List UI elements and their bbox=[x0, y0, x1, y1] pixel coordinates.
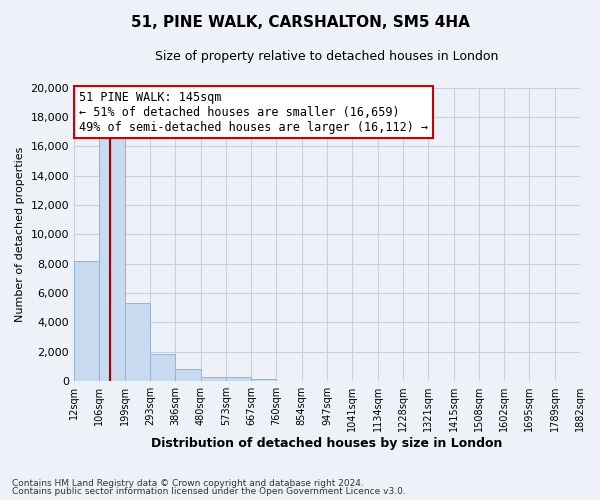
Text: Contains public sector information licensed under the Open Government Licence v3: Contains public sector information licen… bbox=[12, 487, 406, 496]
Text: 51 PINE WALK: 145sqm
← 51% of detached houses are smaller (16,659)
49% of semi-d: 51 PINE WALK: 145sqm ← 51% of detached h… bbox=[79, 90, 428, 134]
X-axis label: Distribution of detached houses by size in London: Distribution of detached houses by size … bbox=[151, 437, 503, 450]
Bar bbox=[251, 378, 277, 381]
Bar bbox=[125, 304, 150, 381]
Bar bbox=[226, 377, 251, 381]
Y-axis label: Number of detached properties: Number of detached properties bbox=[15, 146, 25, 322]
Bar bbox=[100, 138, 125, 381]
Text: Contains HM Land Registry data © Crown copyright and database right 2024.: Contains HM Land Registry data © Crown c… bbox=[12, 478, 364, 488]
Bar bbox=[74, 261, 100, 381]
Bar bbox=[150, 354, 175, 381]
Bar bbox=[175, 370, 200, 381]
Title: Size of property relative to detached houses in London: Size of property relative to detached ho… bbox=[155, 50, 499, 63]
Bar bbox=[200, 376, 226, 381]
Text: 51, PINE WALK, CARSHALTON, SM5 4HA: 51, PINE WALK, CARSHALTON, SM5 4HA bbox=[131, 15, 469, 30]
